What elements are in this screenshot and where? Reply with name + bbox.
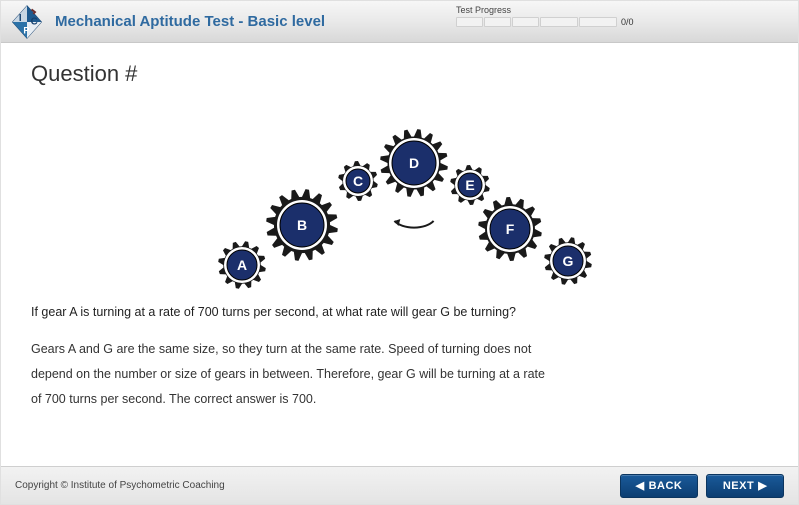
progress-label: Test Progress <box>456 5 634 15</box>
svg-text:C: C <box>352 173 362 189</box>
progress-segment <box>456 17 483 27</box>
arrow-right-icon: ▶ <box>758 479 767 492</box>
svg-text:B: B <box>296 217 306 233</box>
main-panel: Question # A B C D E F G If gear A is turning … <box>1 43 798 466</box>
page-title: Mechanical Aptitude Test - Basic level <box>55 13 325 30</box>
svg-text:F: F <box>505 221 514 237</box>
gear-F: F <box>478 197 542 261</box>
gear-E: E <box>450 165 490 205</box>
svg-text:P: P <box>23 25 29 35</box>
app-frame: I C P Mechanical Aptitude Test - Basic l… <box>0 0 799 505</box>
gear-diagram: A B C D E F G <box>31 93 768 303</box>
progress-bar: 0/0 <box>456 17 634 27</box>
nav-buttons: ◀ BACK NEXT ▶ <box>620 474 784 498</box>
gear-D: D <box>380 129 448 197</box>
copyright-text: Copyright © Institute of Psychometric Co… <box>15 480 225 491</box>
svg-text:C: C <box>31 16 38 27</box>
answer-explanation: Gears A and G are the same size, so they… <box>31 337 551 412</box>
next-button-label: NEXT <box>723 480 754 492</box>
gear-B: B <box>266 189 338 261</box>
question-heading: Question # <box>31 61 768 87</box>
arrow-left-icon: ◀ <box>636 479 645 492</box>
brand-logo: I C P <box>9 4 45 40</box>
gear-C: C <box>338 161 378 201</box>
svg-text:E: E <box>465 177 474 193</box>
progress-segment <box>484 17 511 27</box>
gear-G: G <box>544 237 592 285</box>
progress-track <box>456 17 617 27</box>
progress-segment <box>512 17 539 27</box>
svg-text:D: D <box>408 155 418 171</box>
test-progress: Test Progress 0/0 <box>456 5 634 27</box>
back-button-label: BACK <box>649 480 683 492</box>
footer-bar: Copyright © Institute of Psychometric Co… <box>1 466 798 504</box>
header-bar: I C P Mechanical Aptitude Test - Basic l… <box>1 1 798 43</box>
svg-text:I: I <box>19 13 22 24</box>
svg-text:A: A <box>236 257 246 273</box>
question-prompt: If gear A is turning at a rate of 700 tu… <box>31 305 768 319</box>
gear-A: A <box>218 241 266 289</box>
svg-text:G: G <box>562 253 573 269</box>
next-button[interactable]: NEXT ▶ <box>706 474 784 498</box>
progress-segment <box>540 17 578 27</box>
progress-count: 0/0 <box>621 17 634 27</box>
back-button[interactable]: ◀ BACK <box>620 474 698 498</box>
progress-segment <box>579 17 617 27</box>
